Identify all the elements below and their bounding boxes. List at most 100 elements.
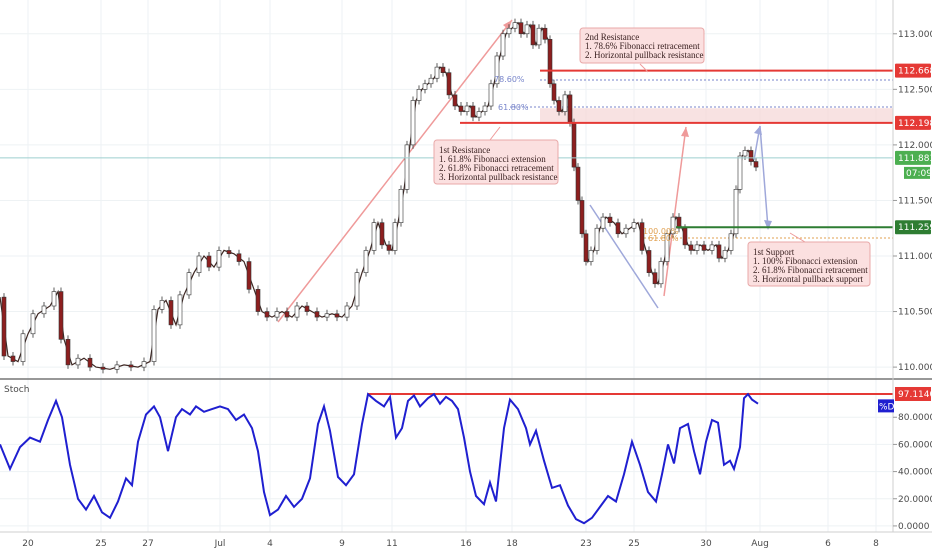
tag-res1-bg xyxy=(895,115,931,130)
price-tick-label: 112.500 xyxy=(898,85,932,95)
candle-body xyxy=(344,305,350,318)
time-tick-label: 9 xyxy=(339,539,345,549)
candle-body xyxy=(141,361,147,368)
price-panel[interactable] xyxy=(0,0,893,378)
candle-body xyxy=(742,150,748,157)
candle-body xyxy=(440,66,446,73)
candle-body xyxy=(75,357,81,366)
time-tick-label: 27 xyxy=(142,539,153,549)
time-axis[interactable]: 20 25 27 Jul 4 9 11 16 18 23 25 30 Aug 6 8 xyxy=(22,539,879,549)
price-tick-label: 110.500 xyxy=(898,308,932,318)
candle-body xyxy=(688,244,694,251)
candle-body xyxy=(518,22,524,35)
candle-body xyxy=(646,250,652,273)
candle-body xyxy=(354,272,360,307)
candle-body xyxy=(470,105,476,118)
res1-line-2: 2. 61.8% Fibonacci retracement xyxy=(439,163,554,173)
candle-body xyxy=(464,105,470,112)
res1-line-1: 1. 61.8% Fibonacci extension xyxy=(439,154,546,164)
candle-body xyxy=(476,111,482,118)
stoch-tag-bg xyxy=(895,386,931,401)
candle-body xyxy=(128,364,134,368)
candles xyxy=(1,18,759,374)
candle-body xyxy=(607,216,613,223)
time-tick-label: Aug xyxy=(751,539,769,549)
candle-body xyxy=(733,189,739,235)
price-series xyxy=(0,21,759,370)
candle-body xyxy=(226,250,232,255)
candle-body xyxy=(737,155,743,190)
candle-body xyxy=(20,333,26,362)
candle-body xyxy=(446,72,452,96)
candle-body xyxy=(482,105,488,112)
stoch-tick-label: 80.0000 xyxy=(898,413,932,423)
candle-body xyxy=(58,291,64,340)
candle-body xyxy=(428,77,434,85)
stoch-series xyxy=(0,392,759,525)
annotation-2nd-resistance[interactable]: 2nd Resistance 1. 78.6% Fibonacci retrac… xyxy=(579,27,705,73)
candle-body xyxy=(168,300,174,326)
stoch-panel[interactable] xyxy=(0,380,893,532)
fib-label-100: 100.00% xyxy=(643,227,679,236)
candle-body xyxy=(631,222,637,229)
candle-body xyxy=(530,24,536,46)
annotation-1st-resistance[interactable]: 1st Resistance 1. 61.8% Fibonacci extens… xyxy=(433,126,559,185)
countdown-label: 07:09 xyxy=(906,169,932,179)
candle-body xyxy=(664,233,670,262)
candle-body xyxy=(10,355,16,362)
tag-res2-bg xyxy=(895,63,931,78)
candle-body xyxy=(392,222,398,251)
candle-body xyxy=(314,311,320,318)
sup1-line-0: 1st Support xyxy=(753,247,795,257)
candle-body xyxy=(615,222,621,235)
price-axis[interactable]: 113.000 112.500 112.000 111.500 111.000 110.5… xyxy=(893,30,932,373)
candle-body xyxy=(500,33,506,57)
candle-body xyxy=(186,272,192,296)
price-tick-label: 111.000 xyxy=(898,252,932,262)
price-tick-label: 112.000 xyxy=(898,141,932,151)
candle-body xyxy=(404,144,410,190)
candle-body xyxy=(304,305,310,312)
time-tick-label: 8 xyxy=(873,539,879,549)
stoch-axis[interactable]: 0.0000 20.0000 40.0000 60.0000 80.0000 xyxy=(893,413,932,532)
candle-body xyxy=(177,294,183,326)
candle-body xyxy=(600,216,606,229)
candle-body xyxy=(159,300,165,310)
candle-body xyxy=(236,253,242,262)
candle-body xyxy=(1,296,7,357)
candle-body xyxy=(398,189,404,223)
candle-body xyxy=(682,227,688,246)
candle-body xyxy=(506,27,512,35)
res1-line-0: 1st Resistance xyxy=(439,145,490,155)
stoch-tick-label: 40.0000 xyxy=(898,468,932,478)
tag-res2: 112.668 xyxy=(898,67,932,77)
stoch-tick-label: 60.0000 xyxy=(898,440,932,450)
candle-body xyxy=(494,55,500,85)
candle-body xyxy=(728,233,734,251)
res2-line-0: 2nd Resistance xyxy=(585,32,639,42)
up-leg-arrowhead xyxy=(681,127,689,137)
res2-line-1: 1. 78.6% Fibonacci retracement xyxy=(585,41,700,51)
candle-body xyxy=(246,261,252,290)
candle-body xyxy=(284,311,290,318)
time-tick-label: 25 xyxy=(95,539,106,549)
candle-body xyxy=(410,100,416,146)
candle-body xyxy=(524,24,530,35)
candle-body xyxy=(722,250,728,259)
time-tick-label: 18 xyxy=(506,539,518,549)
candle-body xyxy=(196,255,202,273)
candle-body xyxy=(588,250,594,262)
projection-arrowhead-down xyxy=(764,220,772,230)
candle-body xyxy=(363,250,369,273)
candle-body xyxy=(114,364,120,370)
time-tick-label: 30 xyxy=(700,539,712,549)
candle-body xyxy=(670,216,676,235)
candle-body xyxy=(709,244,715,251)
candle-body xyxy=(334,313,340,318)
res2-line-2: 2. Horizontal pullback resistance xyxy=(585,50,703,60)
fib-label-786: 78.60% xyxy=(494,75,525,84)
tag-sup1: 111.259 xyxy=(898,223,932,233)
resistance-zone xyxy=(540,108,893,123)
annotation-1st-support[interactable]: 1st Support 1. 100% Fibonacci extension … xyxy=(747,232,871,287)
